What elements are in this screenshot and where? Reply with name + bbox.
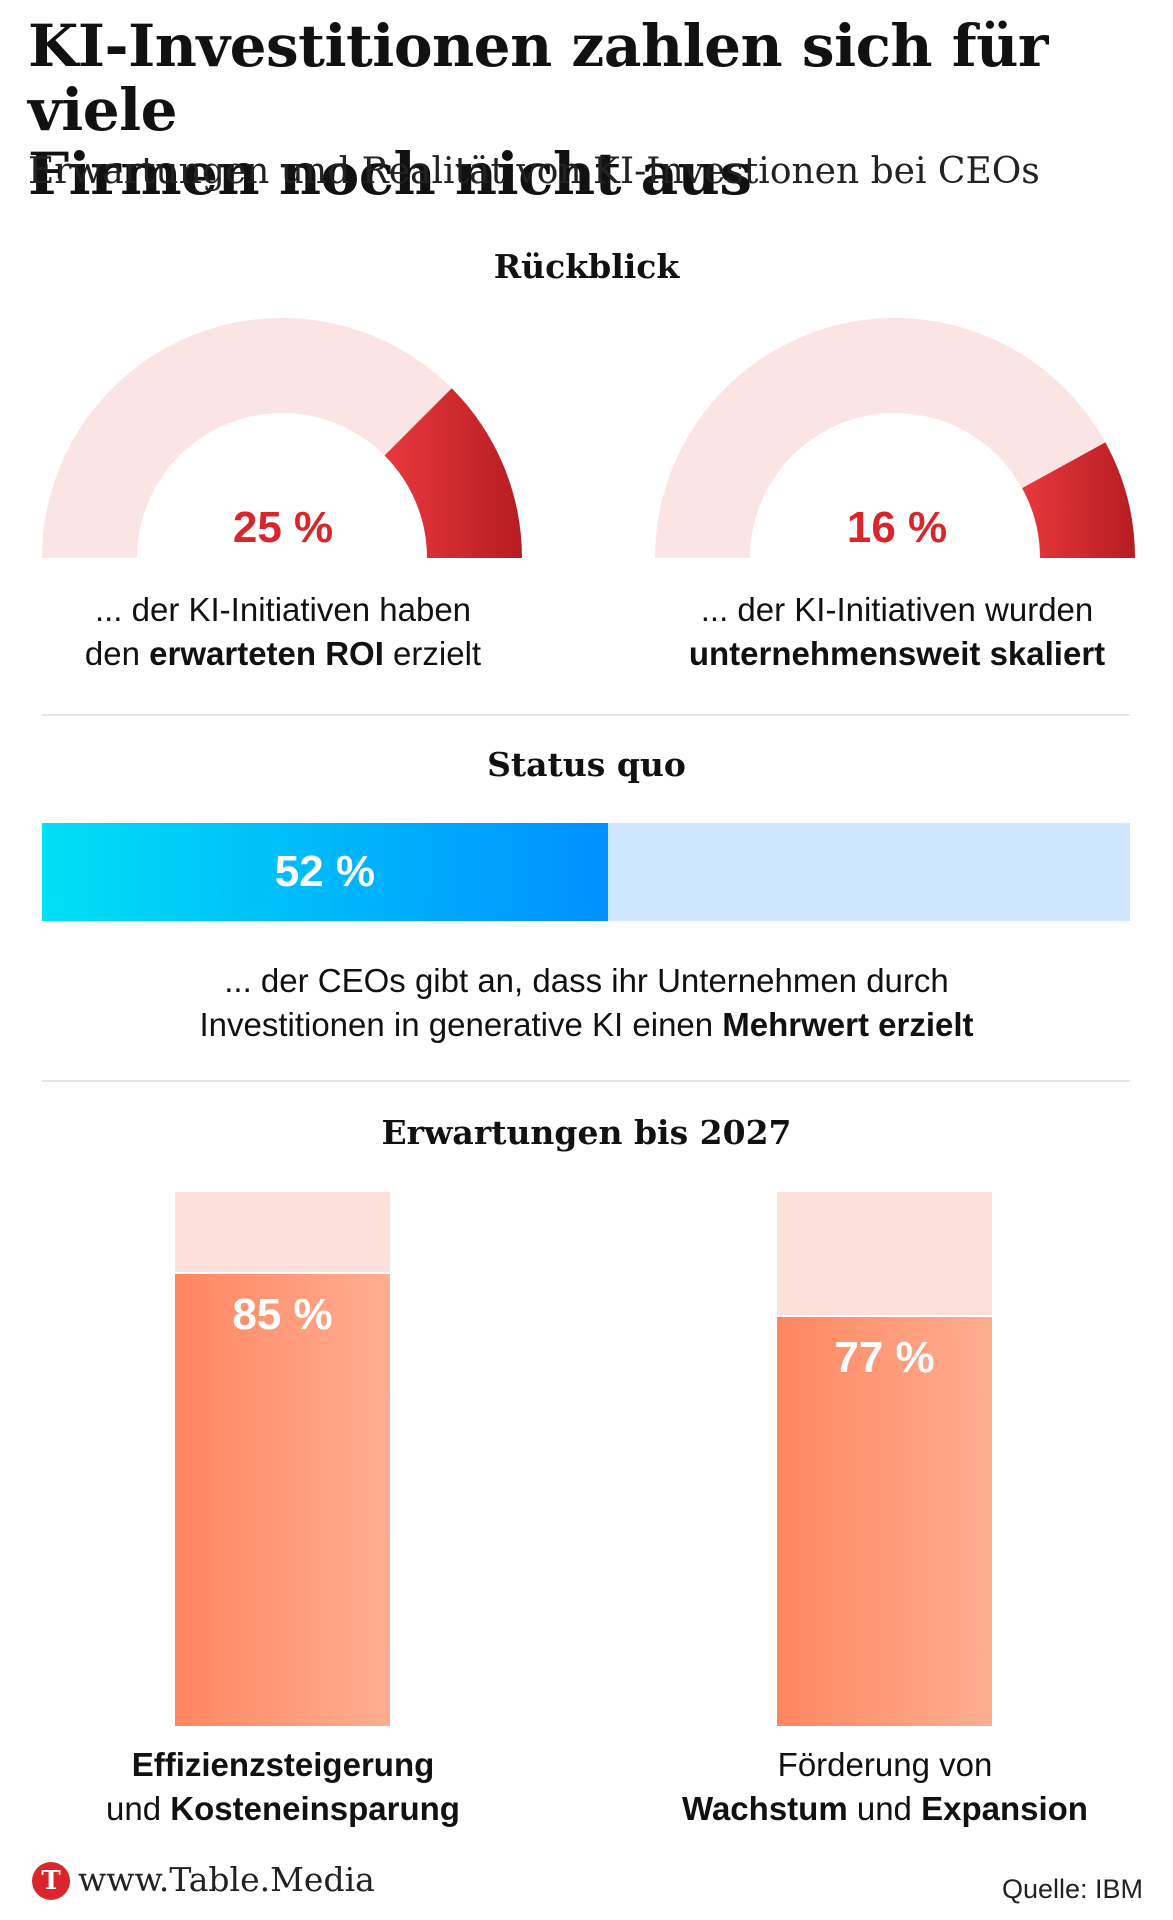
expectation-2-caption-line-1: Förderung von	[777, 1746, 993, 1783]
section-title-status-quo: Status quo	[487, 745, 686, 784]
gauge-1-caption: ... der KI-Initiativen haben den erwarte…	[33, 588, 533, 676]
gauge-2-caption-line-2: unternehmensweit skaliert	[647, 632, 1147, 676]
title-line-2: Firmen noch nicht aus	[28, 140, 752, 208]
status-caption: ... der CEOs gibt an, dass ihr Unternehm…	[0, 959, 1173, 1047]
gauge-1-background	[42, 318, 452, 558]
gauge-2-value: 16 %	[846, 503, 948, 552]
status-bar-value: 52 %	[274, 847, 376, 896]
chart-subtitle: Erwartungen und Realität von KI-Investio…	[28, 151, 1040, 192]
gauges-svg	[42, 317, 1135, 558]
gauge-2-caption: ... der KI-Initiativen wurden unternehme…	[647, 588, 1147, 676]
section-title-erwartungen: Erwartungen bis 2027	[381, 1113, 792, 1152]
expectation-bar-1-fill	[175, 1272, 390, 1726]
status-caption-line-1: ... der CEOs gibt an, dass ihr Unternehm…	[224, 962, 949, 999]
expectation-1-caption-line-1: Effizienzsteigerung	[131, 1746, 435, 1783]
expectation-1-caption: Effizienzsteigerung und Kosteneinsparung	[33, 1743, 533, 1831]
brand-url: www.Table.Media	[78, 1860, 375, 1899]
gauge-1-fill	[384, 388, 522, 558]
expectation-2-caption: Förderung von Wachstum und Expansion	[635, 1743, 1135, 1831]
title-line-1: KI-Investitionen zahlen sich für viele	[28, 12, 1048, 144]
source-note: Quelle: IBM	[1001, 1874, 1143, 1904]
status-caption-line-2: Investitionen in generative KI einen Meh…	[199, 1006, 974, 1043]
status-bar-fill	[42, 823, 608, 921]
gauge-2-background	[655, 317, 1106, 558]
expectation-bar-2-value: 77 %	[834, 1332, 935, 1382]
divider-1	[42, 714, 1130, 716]
gauge-2-caption-bold: unternehmensweit skaliert	[688, 635, 1106, 672]
gauge-1-caption-line-1: ... der KI-Initiativen haben	[94, 591, 472, 628]
gauge-1-value: 25 %	[232, 503, 334, 552]
gauge-2-fill	[1022, 442, 1135, 558]
expectation-bar-2-fill	[777, 1314, 992, 1726]
expectation-1-caption-line-2: und Kosteneinsparung	[106, 1790, 460, 1827]
expectation-bar-1-value: 85 %	[232, 1290, 333, 1340]
chart-title: KI-Investitionen zahlen sich für viele F…	[28, 14, 1148, 206]
divider-2	[42, 1080, 1130, 1082]
section-title-rueckblick: Rückblick	[493, 247, 680, 286]
table-media-logo-icon: T	[32, 1862, 70, 1900]
gauge-1-caption-bold: erwarteten ROI	[149, 635, 384, 672]
status-caption-bold: Mehrwert erzielt	[722, 1006, 974, 1043]
gauge-2-caption-line-1: ... der KI-Initiativen wurden	[700, 591, 1094, 628]
gauge-1-caption-line-2: den erwarteten ROI erzielt	[84, 635, 482, 672]
expectation-2-caption-line-2: Wachstum und Expansion	[682, 1790, 1088, 1827]
